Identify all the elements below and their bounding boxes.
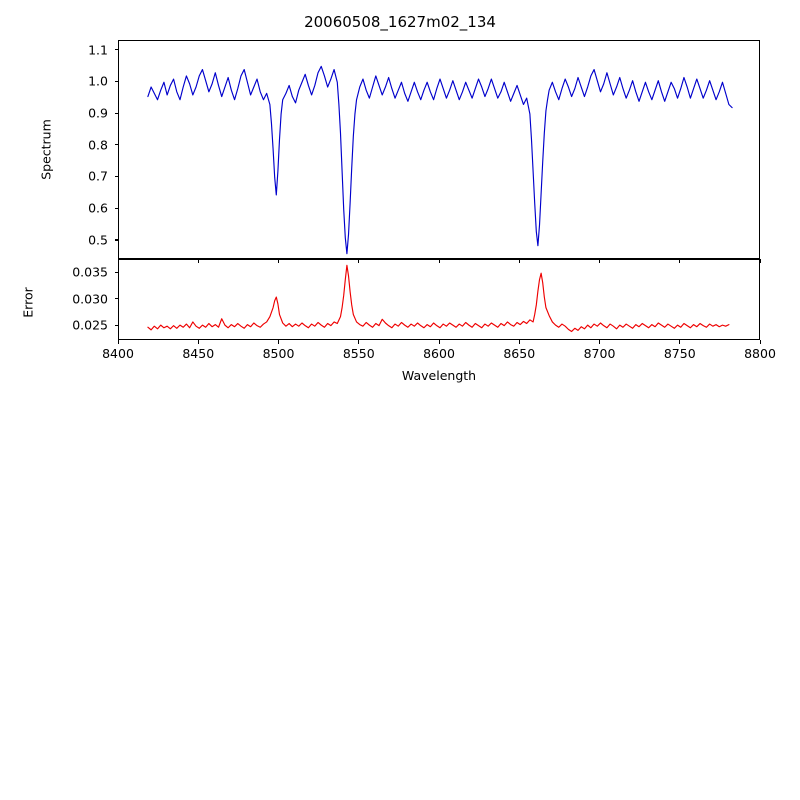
xtick-label-8: 8800 <box>744 346 776 361</box>
spectrum-polyline <box>147 65 733 255</box>
figure-title: 20060508_1627m02_134 <box>304 13 496 31</box>
spectrum-xtick-mark-5 <box>518 259 520 263</box>
error-xtick-mark-7 <box>679 340 681 344</box>
error-xtick-mark-4 <box>438 340 440 344</box>
xtick-label-2: 8500 <box>262 346 295 361</box>
spectrum-figure: 20060508_1627m02_134 Spectrum Error Wave… <box>20 13 776 383</box>
spectrum-ytick-mark-5 <box>114 80 118 82</box>
spectrum-xtick-mark-2 <box>278 259 280 263</box>
error-xtick-mark-8 <box>759 340 761 344</box>
xtick-label-1: 8450 <box>182 346 215 361</box>
error-ytick-label-1: 0.030 <box>72 291 108 307</box>
error-ytick-label-0: 0.025 <box>72 317 108 333</box>
error-ytick-mark-0 <box>114 324 118 326</box>
error-xtick-mark-3 <box>358 340 360 344</box>
error-xtick-mark-6 <box>599 340 601 344</box>
spectrum-plot-area <box>118 40 760 259</box>
spectrum-ytick-label-1: 0.6 <box>88 200 108 216</box>
error-plot-area <box>118 259 760 340</box>
spectrum-xtick-mark-4 <box>438 259 440 263</box>
error-xtick-mark-0 <box>117 340 119 344</box>
error-xtick-mark-2 <box>278 340 280 344</box>
spectrum-xtick-mark-3 <box>358 259 360 263</box>
xtick-label-4: 8600 <box>423 346 455 361</box>
error-ytick-mark-2 <box>114 271 118 273</box>
spectrum-ytick-label-0: 0.5 <box>88 232 108 248</box>
xtick-label-0: 8400 <box>102 346 134 361</box>
spectrum-line-series <box>147 65 733 255</box>
error-ytick-label-2: 0.035 <box>72 264 108 280</box>
error-xtick-mark-5 <box>518 340 520 344</box>
spectrum-xtick-mark-1 <box>197 259 199 263</box>
spectrum-ytick-mark-0 <box>114 239 118 241</box>
spectrum-ytick-mark-6 <box>114 49 118 51</box>
spectrum-xtick-mark-8 <box>759 259 761 263</box>
error-polyline <box>147 264 730 333</box>
spectrum-ytick-mark-2 <box>114 175 118 178</box>
spectrum-xtick-mark-0 <box>117 259 119 263</box>
spectrum-xtick-mark-6 <box>599 259 601 263</box>
xtick-label-6: 8700 <box>583 346 616 361</box>
spectrum-ytick-mark-3 <box>114 144 118 146</box>
xtick-label-7: 8750 <box>663 346 696 361</box>
error-y-axis <box>0 400 108 800</box>
spectrum-ytick-label-3: 0.8 <box>88 137 108 153</box>
spectrum-ytick-label-6: 1.1 <box>88 42 108 58</box>
spectrum-xtick-mark-7 <box>679 259 681 263</box>
error-ytick-mark-1 <box>114 298 118 300</box>
spectrum-ytick-label-5: 1.0 <box>88 73 108 89</box>
error-xtick-mark-1 <box>197 340 199 344</box>
error-line-series <box>147 264 730 333</box>
x-axis-label: Wavelength <box>401 368 477 383</box>
xtick-label-5: 8650 <box>503 346 536 361</box>
spectrum-ytick-mark-4 <box>114 112 118 114</box>
spectrum-ytick-label-4: 0.9 <box>88 105 108 121</box>
spectrum-ytick-mark-1 <box>114 207 118 209</box>
spectrum-ytick-label-2: 0.7 <box>88 168 108 184</box>
xtick-label-3: 8550 <box>342 346 375 361</box>
